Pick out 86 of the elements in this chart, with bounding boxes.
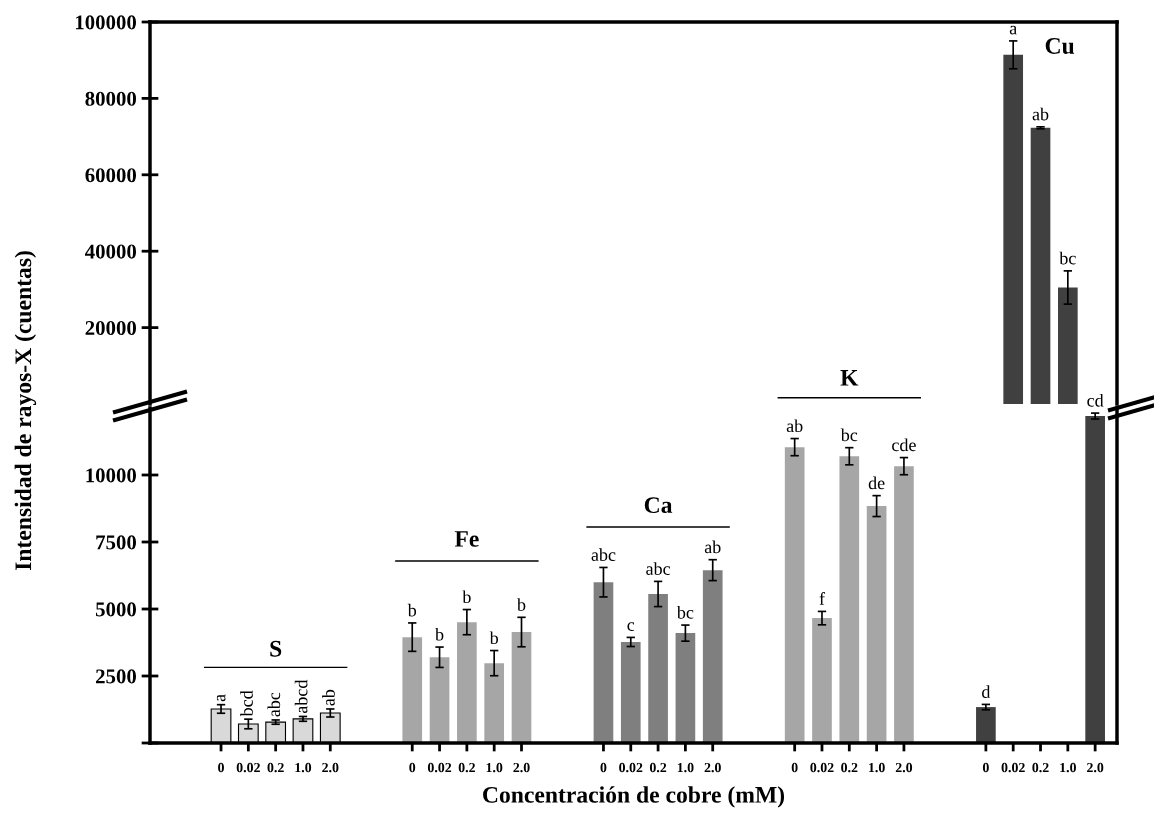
data-label: f [819,592,825,605]
bar [1058,287,1078,404]
x-tick-label: 0.2 [267,762,284,773]
bar [976,707,996,743]
annotation: Fe [454,531,479,547]
bar [812,618,832,743]
data-label: b [435,627,444,641]
bar [402,637,423,743]
x-tick-label: 1.0 [677,762,694,773]
data-label: b [462,590,471,604]
x-tick-label: 2.0 [513,762,530,773]
x-tick-label: 0.02 [619,762,643,773]
data-label: abc [267,692,281,717]
bar [511,632,532,743]
x-tick-label: 0.2 [1032,762,1049,773]
x-tick-label: 0.02 [427,762,452,773]
bar [866,506,887,743]
data-label: ab [786,419,803,433]
annotation: Cu [1045,38,1075,54]
bar [593,582,614,743]
y-tick-label: 20000 [85,320,137,336]
data-label: b [489,631,499,645]
y-tick-label: 10000 [86,468,137,483]
bar [620,641,641,743]
data-label: d [982,685,991,698]
x-tick-label: 0.02 [236,762,260,773]
data-label: a [1009,25,1017,35]
x-tick-label: 2.0 [895,762,913,773]
data-label: bcd [240,690,253,717]
bar [648,593,668,743]
y-tick-label: 40000 [85,244,137,259]
bar [429,657,450,743]
data-label: c [627,622,635,631]
x-tick-label: 0 [600,762,607,773]
bar [1003,54,1024,404]
x-tick-label: 2.0 [322,762,339,773]
data-label: abcd [294,679,308,714]
y-tick-label: 5000 [95,602,137,617]
annotation: K [840,370,859,386]
y-axis-title: Intensidad de rayos-X (cuentas) [14,251,37,571]
y-tick-label: 60000 [85,168,137,183]
bar [484,663,505,743]
data-label: cde [892,438,916,452]
x-tick-label: 0.2 [649,762,667,773]
x-tick-label: 0.2 [458,762,475,773]
x-tick-label: 0 [409,762,416,773]
bar [702,570,723,743]
data-label: ab [704,540,721,554]
data-label: bc [676,605,694,619]
x-tick-label: 0 [218,762,224,773]
bar [675,633,696,743]
annotation: S [270,640,282,657]
data-label: abc [591,548,616,562]
x-tick-label: 1.0 [486,762,503,773]
data-label: de [868,476,885,490]
data-label: ab [322,689,335,706]
data-label: abc [646,562,671,575]
x-tick-label: 0.02 [1001,762,1025,773]
bar [894,466,914,743]
x-axis-title: Concentración de cobre (mM) [483,786,785,808]
y-tick-label: 2500 [96,669,137,684]
y-tick-label: 80000 [85,91,137,106]
annotation: Ca [644,497,673,514]
data-label: b [407,603,417,617]
bar [784,447,805,743]
data-label: cd [1087,393,1104,407]
y-tick-label: 100000 [75,15,137,30]
bar [1085,416,1105,743]
x-tick-label: 0.02 [810,762,834,773]
data-label: bc [1059,251,1076,265]
data-label: bc [840,428,858,442]
x-tick-label: 1.0 [869,762,885,773]
data-label: ab [1032,107,1049,121]
y-tick-label: 7500 [96,535,137,550]
bar [839,456,860,743]
x-tick-label: 2.0 [704,762,721,773]
data-label: a [216,694,226,702]
x-tick-label: 0 [791,762,798,773]
x-tick-label: 0.2 [841,762,858,773]
x-tick-label: 1.0 [1060,762,1076,773]
x-tick-label: 1.0 [295,762,312,773]
data-label: b [516,598,526,611]
bar [1030,127,1051,404]
x-tick-label: 0 [982,762,989,773]
x-tick-label: 2.0 [1087,762,1104,773]
bar [457,622,477,743]
